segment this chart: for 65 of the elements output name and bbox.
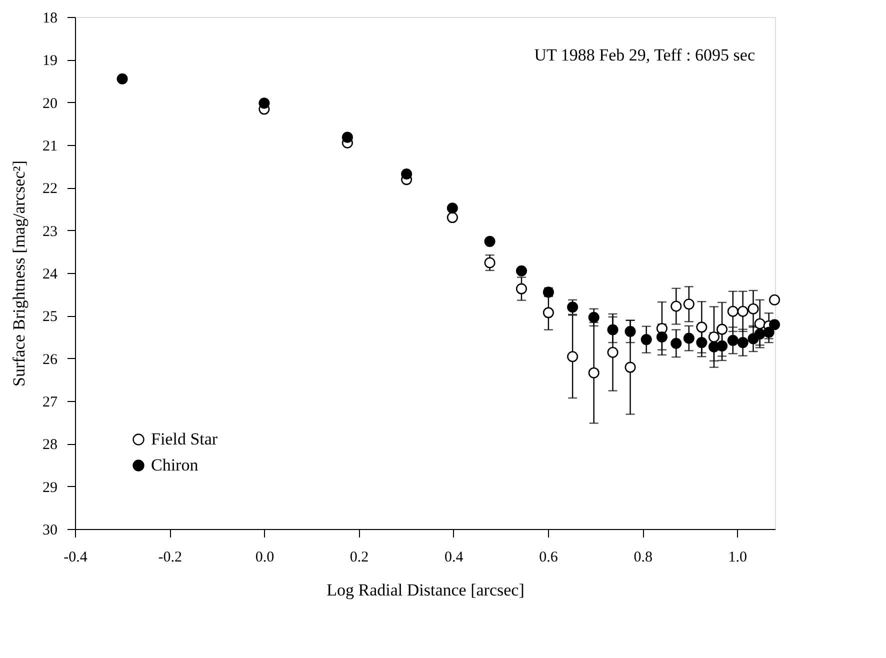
point <box>446 202 458 214</box>
point <box>484 236 496 247</box>
point <box>737 306 748 317</box>
y-tick-label: 28 <box>42 437 58 454</box>
point <box>401 168 412 180</box>
legend-label: Field Star <box>151 430 218 448</box>
point <box>727 334 738 346</box>
point <box>683 332 694 344</box>
point <box>542 307 554 318</box>
point <box>769 294 780 306</box>
point <box>708 331 720 343</box>
x-tick-label: 0.8 <box>634 550 652 566</box>
x-tick-label: 1.0 <box>728 550 748 566</box>
x-tick-label: 0.2 <box>350 550 369 566</box>
y-tick-label: 20 <box>42 96 58 112</box>
point <box>567 351 578 362</box>
y-tick-label: 24 <box>42 266 58 282</box>
point <box>588 367 600 378</box>
point <box>696 322 708 333</box>
y-tick-label: 18 <box>42 10 58 26</box>
point <box>754 318 766 330</box>
point <box>670 300 682 312</box>
y-tick-label: 27 <box>42 394 58 410</box>
point <box>763 326 774 338</box>
point <box>607 324 618 336</box>
point <box>588 312 600 323</box>
point <box>516 283 528 294</box>
y-tick-label: 25 <box>42 309 58 326</box>
point <box>683 298 694 310</box>
point <box>737 337 748 348</box>
x-tick-label: -0.4 <box>64 550 88 566</box>
x-tick-label: 0.4 <box>444 550 464 566</box>
point <box>258 98 270 109</box>
point <box>624 326 636 337</box>
x-axis-title: Log Radial Distance [arcsec] <box>326 580 524 600</box>
point <box>607 346 618 358</box>
x-tick-label: 0.0 <box>255 550 274 566</box>
point <box>640 334 652 346</box>
point <box>116 73 128 84</box>
x-tick-label: 0.6 <box>539 550 558 566</box>
point <box>656 331 668 343</box>
y-tick-label: 30 <box>42 522 58 538</box>
y-tick-label: 22 <box>42 181 58 198</box>
y-tick-label: 21 <box>42 138 58 154</box>
y-tick-label: 26 <box>42 352 58 368</box>
y-axis-title: Surface Brightness [mag/arcsec²] <box>10 160 28 387</box>
point <box>516 265 528 276</box>
point <box>342 132 353 143</box>
point <box>769 319 780 330</box>
point <box>716 340 728 352</box>
point <box>716 324 728 335</box>
y-tick-label: 29 <box>42 480 58 496</box>
point <box>446 212 458 224</box>
point <box>484 257 496 268</box>
legend-label: Chiron <box>151 456 199 474</box>
point <box>727 306 738 317</box>
point <box>696 337 708 348</box>
x-tick-label: -0.2 <box>158 550 182 566</box>
point <box>670 338 682 349</box>
y-tick-label: 19 <box>42 53 58 70</box>
point <box>624 362 636 373</box>
point <box>754 328 766 340</box>
annotation: UT 1988 Feb 29, Teff : 6095 sec <box>534 45 756 64</box>
y-tick-label: 23 <box>42 224 58 240</box>
point <box>748 303 759 314</box>
